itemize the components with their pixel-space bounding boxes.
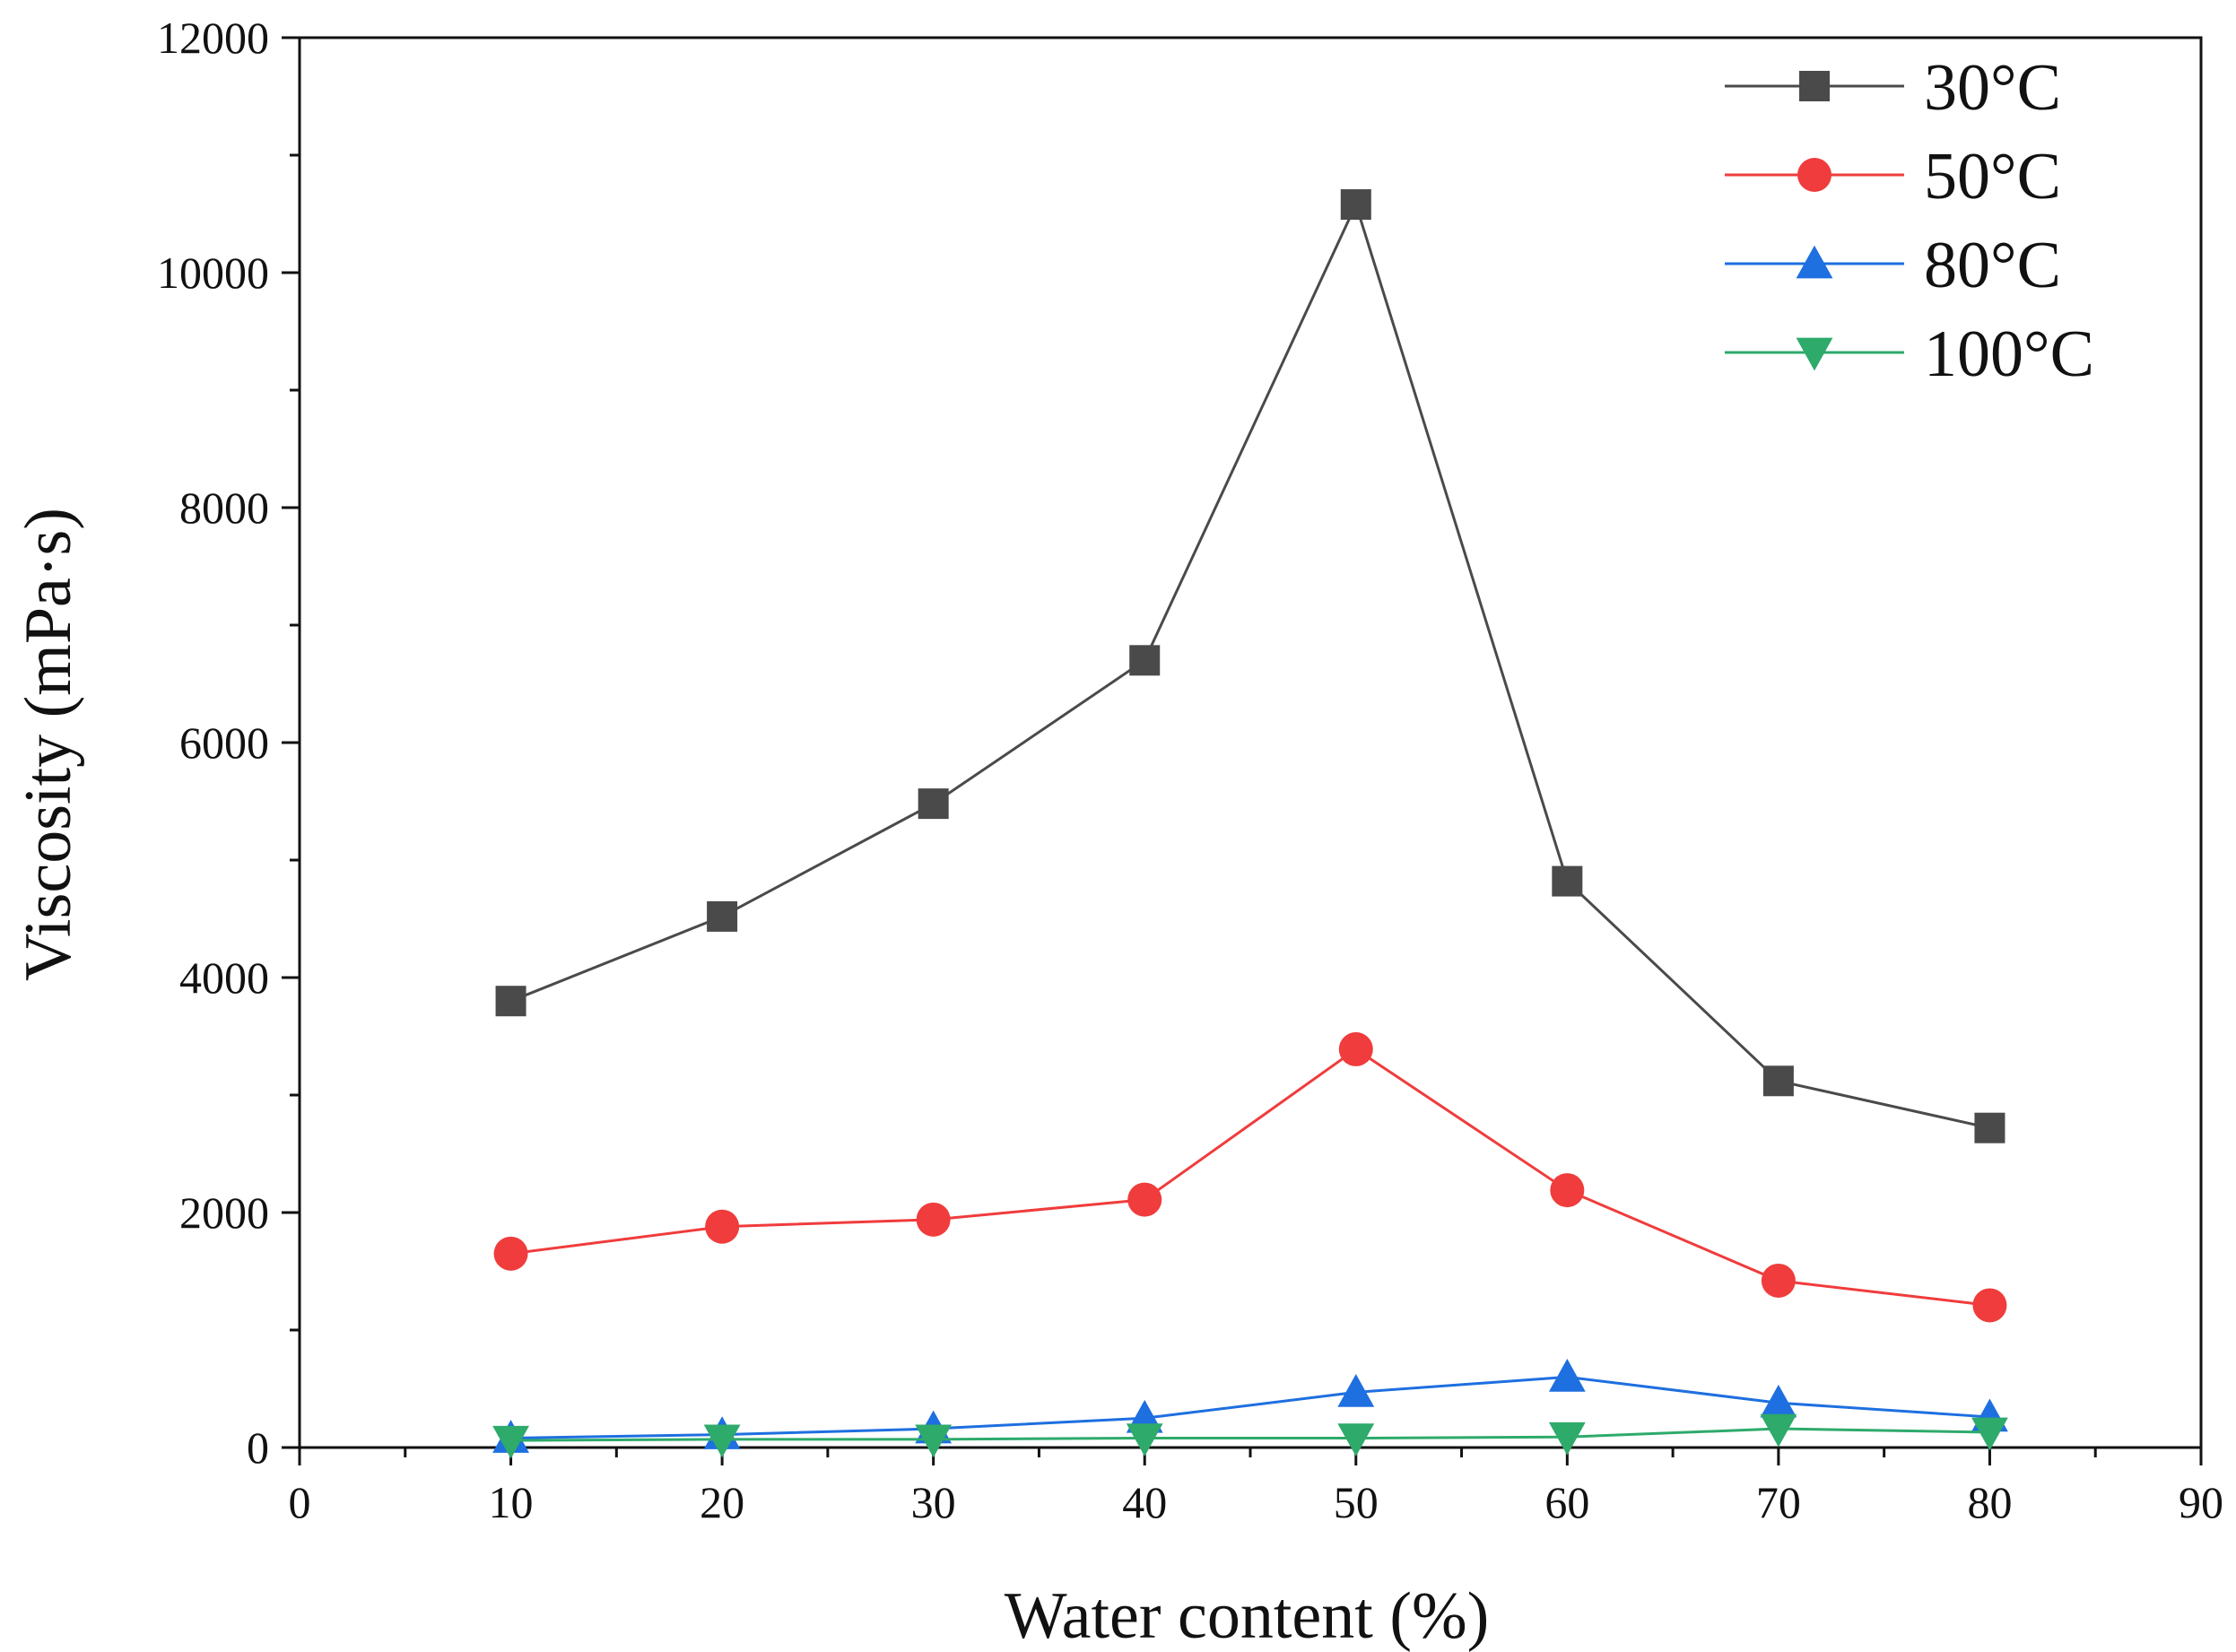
data-point-triangle-up [1548,1359,1586,1392]
series-1 [495,189,2005,1143]
x-tick-label: 30 [911,1477,956,1527]
y-tick-label: 8000 [179,483,269,533]
data-point-triangle-down [703,1424,741,1458]
data-point-square [1552,865,1583,897]
legend-label: 80°C [1924,229,2061,302]
data-point-square [1129,645,1161,676]
y-tick-label: 10000 [157,248,269,298]
legend-item-2: 50°C [1725,140,2061,213]
data-point-square [1340,189,1371,221]
legend-marker [1797,158,1831,192]
data-point-circle [493,1236,528,1271]
y-tick-label: 12000 [157,13,269,63]
axes: 0 10 20 30 40 50 60 70 80 90 0 2000 4000 6000 8000 1000… [157,13,2223,1527]
y-axis-title: Viscosity (mPa·s) [12,508,85,981]
x-tick-label: 80 [1967,1477,2012,1527]
data-point-square [1974,1112,2005,1143]
data-point-circle [1550,1173,1585,1208]
data-point-triangle-down [1971,1417,2008,1451]
y-tick-label: 6000 [179,717,269,768]
data-point-square [1762,1065,1794,1097]
legend-label: 50°C [1924,140,2061,213]
x-axis-title: Water content (%) [1005,1579,1490,1652]
data-point-circle [1127,1182,1162,1217]
legend-item-1: 30°C [1725,51,2061,125]
plot-frame [298,36,2203,1449]
data-point-triangle-down [1760,1413,1797,1448]
data-point-triangle-down [492,1425,529,1459]
x-tick-label: 50 [1334,1477,1379,1527]
data-point-triangle-down [1126,1423,1163,1456]
x-tick-label: 60 [1544,1477,1589,1527]
legend-marker [1799,71,1830,101]
x-tick-label: 0 [289,1477,311,1527]
data-point-circle [705,1209,740,1244]
data-point-circle [1338,1031,1373,1066]
legend-item-4: 100°C [1725,317,2094,391]
data-point-triangle-up [1760,1384,1797,1418]
x-tick-label: 20 [700,1477,744,1527]
data-point-triangle-down [915,1424,953,1458]
series-line [509,200,1990,1130]
series-line [510,1427,1990,1442]
y-tick-label: 0 [247,1422,269,1473]
x-tick-label: 90 [2179,1477,2223,1527]
y-tick-label: 4000 [179,952,269,1003]
data-point-circle [1761,1263,1796,1298]
series-4 [492,1413,2008,1459]
x-tick-label: 10 [489,1477,534,1527]
series-2 [493,1031,2007,1323]
legend-label: 100°C [1924,317,2094,391]
legend-marker [1796,337,1833,371]
series-line [510,1048,1990,1307]
data-point-circle [1972,1288,2007,1323]
legend-label: 30°C [1924,51,2061,125]
plot-series [492,189,2008,1459]
x-tick-label: 40 [1122,1477,1167,1527]
series-line [510,1375,1990,1440]
legend-marker [1796,245,1833,279]
data-point-square [495,986,526,1017]
data-point-circle [916,1202,951,1237]
legend-item-3: 80°C [1725,229,2061,302]
data-point-triangle-down [1337,1423,1375,1456]
data-point-square [918,788,949,820]
data-point-triangle-down [1548,1422,1586,1456]
legend: 30°C 50°C 80°C 100°C [1725,51,2094,391]
y-tick-label: 2000 [179,1187,269,1238]
data-point-triangle-up [1337,1374,1375,1407]
data-point-square [707,900,738,932]
x-tick-label: 70 [1756,1477,1801,1527]
